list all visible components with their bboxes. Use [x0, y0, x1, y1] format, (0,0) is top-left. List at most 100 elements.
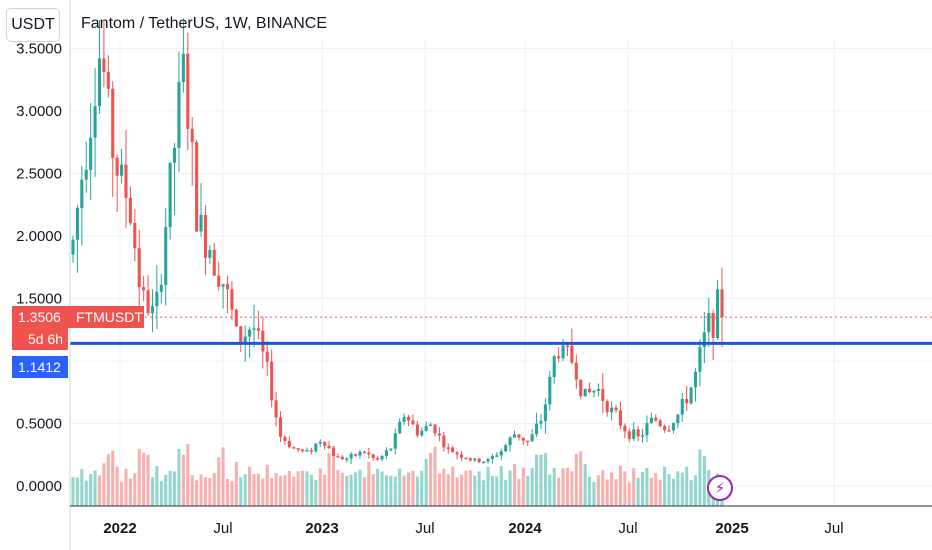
candle [618, 402, 623, 430]
candle [252, 304, 256, 348]
level-price-tag[interactable]: 1.1412 [12, 356, 68, 378]
candle [358, 449, 362, 459]
candle-body [645, 423, 649, 436]
candle [278, 411, 283, 442]
candle-body [490, 455, 494, 460]
volume-bar [393, 476, 397, 506]
volume-bar [698, 449, 702, 506]
candle [340, 455, 344, 461]
candle-body [406, 416, 411, 421]
candle [623, 423, 627, 439]
candle [707, 297, 711, 348]
volume-bar [323, 474, 327, 506]
candle-body [429, 424, 433, 427]
volume-bar [632, 468, 636, 506]
candle-body [199, 214, 203, 232]
candle-body [702, 332, 706, 348]
candle [702, 311, 706, 364]
volume-bar [539, 454, 543, 506]
candle [446, 443, 450, 454]
candle-body [217, 275, 221, 287]
y-tick-label: 1.5000 [16, 291, 62, 308]
candle [142, 275, 146, 302]
volume-bar [521, 467, 525, 506]
candle-body [698, 347, 702, 372]
volume-bar [565, 467, 570, 506]
candle [442, 432, 446, 452]
candle [115, 154, 119, 213]
x-tick-label: Jul [213, 520, 232, 537]
volume-bar [111, 450, 115, 506]
volume-bar [451, 466, 455, 506]
candle-body [548, 376, 552, 405]
candle-body [398, 421, 402, 434]
candle [376, 455, 380, 462]
candle [331, 446, 336, 457]
candle-body [146, 290, 150, 314]
volume-bar [543, 452, 547, 506]
candle [97, 19, 102, 114]
volume-bar [252, 474, 256, 506]
candle [521, 437, 525, 445]
candle-body [658, 420, 662, 427]
x-tick-label: 2023 [305, 520, 338, 537]
candle-body [468, 458, 472, 461]
lightning-bolt-icon[interactable]: ⚡ [707, 475, 733, 501]
candle-body [362, 451, 366, 454]
volume-bar [248, 466, 252, 506]
candle-body [464, 457, 468, 460]
volume-bar [406, 472, 411, 506]
candle-body [384, 450, 389, 456]
candle [716, 279, 720, 340]
volume-bar [645, 467, 649, 506]
candle-body [115, 157, 119, 176]
volume-bar [274, 473, 278, 506]
volume-bar [468, 470, 472, 506]
volume-bar [508, 470, 512, 506]
candle [270, 349, 274, 408]
volume-bar [689, 480, 693, 506]
candle [640, 428, 645, 443]
candle-body [212, 249, 216, 276]
volume-bar [649, 477, 653, 506]
candle [265, 340, 269, 376]
candle-body [636, 429, 640, 437]
candle [548, 370, 552, 411]
candle-body [663, 426, 667, 431]
volume-bar [278, 476, 283, 506]
candle [649, 412, 653, 424]
candle-body [451, 447, 455, 453]
symbol-title[interactable]: Fantom / TetherUS, 1W, BINANCE [81, 15, 328, 32]
candle-body [208, 249, 212, 258]
candle-body [195, 142, 199, 232]
candle [296, 447, 300, 453]
currency-unit-button[interactable]: USDT [6, 8, 60, 42]
candle-body [314, 443, 318, 452]
candle-body [327, 445, 331, 449]
candle-body [654, 417, 658, 421]
volume-bar [221, 447, 225, 506]
candle-body [442, 435, 446, 448]
candle-body [349, 454, 353, 459]
volume-bar [199, 474, 203, 506]
volume-bar [133, 473, 137, 506]
candle [150, 289, 155, 333]
candle [579, 379, 583, 400]
candle-body [309, 450, 313, 452]
volume-bar [596, 475, 600, 506]
volume-bar [384, 475, 389, 506]
candle [614, 404, 618, 413]
candle [632, 422, 636, 441]
candle-body [142, 287, 146, 291]
volume-bar [331, 445, 336, 506]
y-tick-label: 3.0000 [16, 103, 62, 120]
candle [459, 451, 464, 462]
volume-bar [411, 471, 415, 506]
volume-bar [305, 471, 309, 506]
candle [217, 261, 221, 291]
candle-body [234, 309, 238, 327]
volume-bar [702, 455, 706, 506]
candle [473, 458, 477, 463]
candle [437, 427, 441, 442]
